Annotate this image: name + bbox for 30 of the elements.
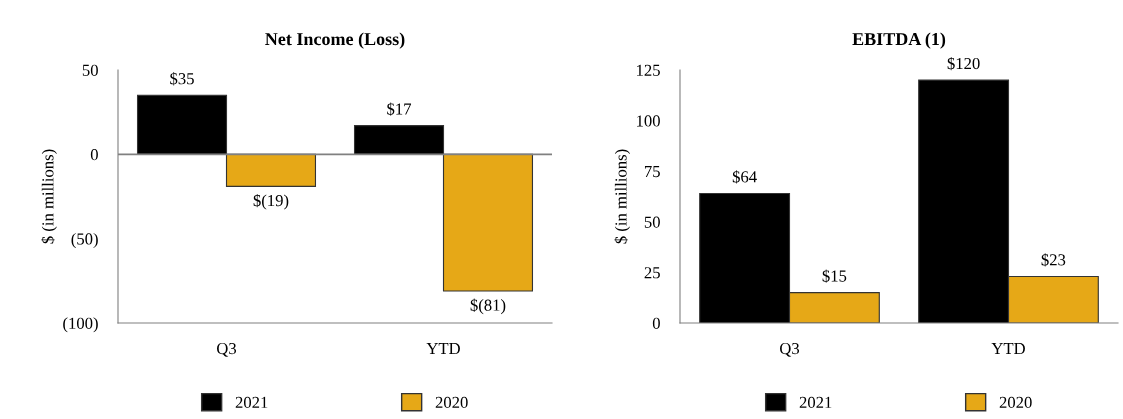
data-label: $(19)	[253, 193, 289, 210]
data-label: $35	[170, 72, 194, 86]
x-tick-label: Q3	[780, 342, 800, 357]
data-label: $120	[947, 56, 980, 71]
data-label: $15	[822, 269, 847, 283]
y-tick-label: 0	[90, 149, 98, 161]
legend-label: 2020	[435, 396, 468, 408]
y-tick-label: 125	[637, 64, 660, 76]
data-label: $64	[732, 170, 757, 184]
chart-title: EBITDA (1)	[852, 32, 946, 49]
legend-label: 2020	[999, 396, 1032, 408]
data-label: $(81)	[470, 298, 506, 315]
y-tick-label: (100)	[63, 317, 98, 333]
y-tick-label: (50)	[71, 232, 98, 248]
x-tick-label: YTD	[991, 343, 1025, 355]
data-label: $17	[387, 102, 412, 116]
x-tick-label: YTD	[426, 343, 460, 355]
data-label: $23	[1041, 253, 1066, 267]
legend-label: 2021	[799, 396, 832, 408]
chart-title: Net Income (Loss)	[265, 32, 405, 49]
y-axis-title: $ (in millions)	[41, 149, 57, 244]
y-tick-label: 100	[637, 115, 660, 127]
y-axis-title: $ (in millions)	[614, 149, 630, 244]
y-tick-label: 50	[82, 64, 98, 76]
y-tick-label: 25	[644, 267, 660, 279]
legend-label: 2021	[235, 396, 268, 408]
y-tick-label: 0	[652, 317, 660, 329]
y-tick-label: 50	[644, 216, 660, 228]
x-tick-label: Q3	[217, 342, 237, 357]
y-tick-label: 75	[644, 166, 660, 178]
